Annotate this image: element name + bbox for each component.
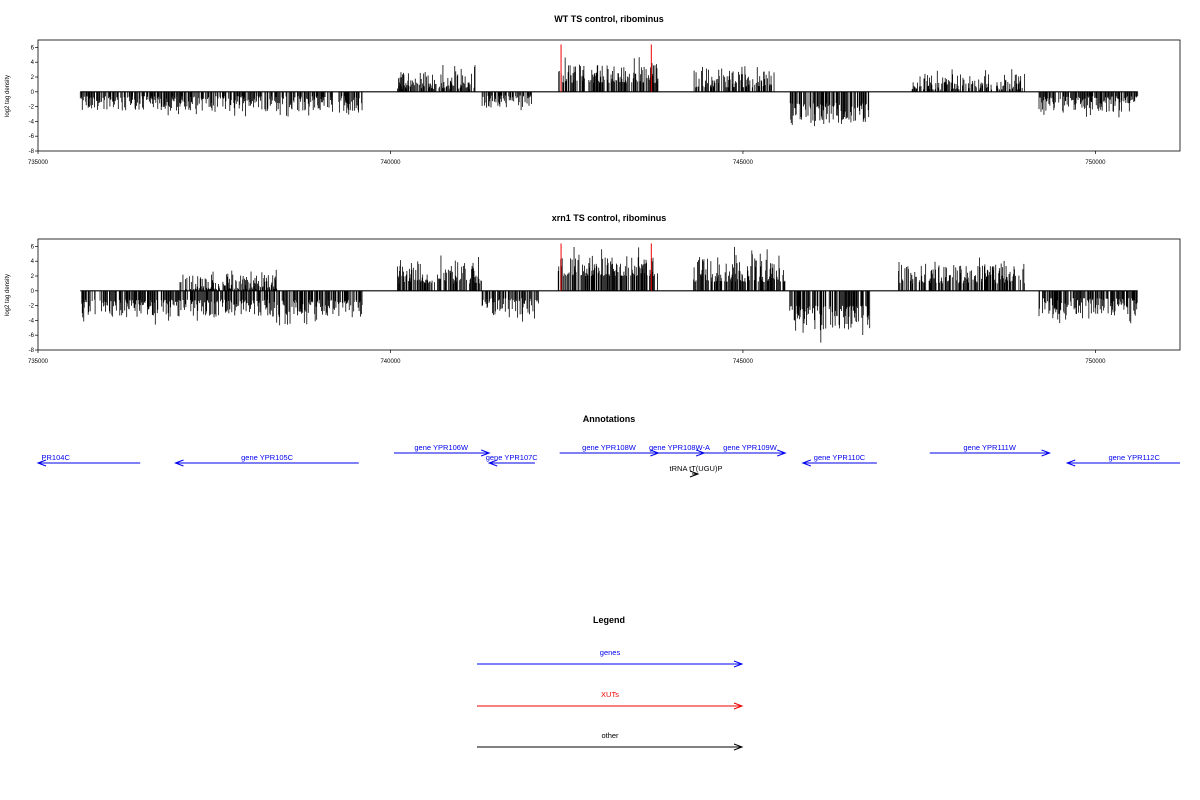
y-axis: 6 4 2 0 -2 -4 -6 -8 [29, 244, 38, 354]
feature-label: gene YPR109W [723, 443, 778, 452]
xut-markers [560, 44, 652, 92]
panel-title: xrn1 TS control, ribominus [552, 213, 667, 223]
x-tick-label: 750000 [1085, 160, 1106, 166]
feature-arrowhead [689, 470, 700, 478]
feature-label: tRNA tT(UGU)P [670, 464, 723, 473]
y-tick-label: 6 [31, 244, 35, 250]
y-tick-label: 4 [31, 60, 35, 66]
x-tick-label: 750000 [1085, 359, 1106, 365]
x-tick-label: 745000 [733, 359, 754, 365]
y-tick-label: 4 [31, 259, 35, 265]
plot-frame [37, 238, 1181, 351]
feature-label: gene YPR105C [241, 453, 294, 462]
legend-arrowhead [733, 702, 744, 710]
feature-arrowhead [36, 459, 47, 467]
feature-label: gene YPR108W-A [649, 443, 710, 452]
feature-label: gene YPR110C [814, 453, 866, 462]
y-tick-label: -6 [29, 333, 35, 339]
feature-arrowhead [487, 459, 498, 467]
xrn1-density-panel: xrn1 TS control, ribominus log2 tag dens… [5, 213, 1181, 365]
x-tick-label: 735000 [28, 359, 49, 365]
x-tick-label: 740000 [380, 359, 401, 365]
feature-label: gene YPR112C [1108, 453, 1160, 462]
y-tick-label: -2 [29, 105, 35, 111]
legend: Legend genes XUTs other [477, 615, 744, 751]
y-tick-label: -8 [29, 348, 35, 354]
feature-label: gene YPR106W [414, 443, 469, 452]
y-tick-label: 6 [31, 45, 35, 51]
feature-arrowhead [801, 459, 812, 467]
legend-label: XUTs [601, 690, 619, 699]
feature-label: gene YPR111W [963, 443, 1016, 452]
density-bars [79, 57, 1139, 127]
legend-label: genes [600, 648, 621, 657]
plot-frame [37, 39, 1181, 152]
y-tick-label: -4 [29, 119, 35, 125]
x-tick-label: 745000 [733, 160, 754, 166]
feature-arrowhead [1065, 459, 1076, 467]
y-tick-label: 0 [31, 90, 35, 96]
xut-markers [560, 243, 652, 291]
y-tick-label: 0 [31, 289, 35, 295]
feature-label: gene YPR108W [582, 443, 637, 452]
feature-label: gene YPR107C [486, 453, 539, 462]
density-bars [80, 246, 1138, 343]
feature-arrowhead [174, 459, 184, 467]
legend-label: other [601, 731, 619, 740]
feature-arrowhead [480, 449, 491, 457]
panel-title: WT TS control, ribominus [554, 14, 664, 24]
y-axis-label: log2 tag density [5, 75, 11, 117]
feature-label: PR104C [42, 453, 71, 462]
y-axis: 6 4 2 0 -2 -4 -6 -8 [29, 45, 38, 155]
annotations-track: Annotations PR104C gene YPR105C gene YPR10… [36, 414, 1180, 478]
annotation-features: PR104C gene YPR105C gene YPR106W gene YPR10… [36, 443, 1180, 478]
y-tick-label: -6 [29, 134, 35, 140]
y-tick-label: 2 [31, 75, 35, 81]
legend-arrowhead [733, 660, 744, 668]
feature-arrowhead [1041, 449, 1052, 457]
x-axis: 735000 740000 745000 750000 [28, 350, 1106, 365]
y-tick-label: -2 [29, 304, 35, 310]
x-axis: 735000 740000 745000 750000 [28, 151, 1106, 166]
legend-title: Legend [593, 615, 625, 625]
wt-density-panel: WT TS control, ribominus log2 tag densit… [5, 14, 1181, 166]
x-tick-label: 740000 [380, 160, 401, 166]
legend-items: genes XUTs other [477, 648, 744, 751]
y-tick-label: -4 [29, 318, 35, 324]
y-tick-label: -8 [29, 149, 35, 155]
x-tick-label: 735000 [28, 160, 49, 166]
y-tick-label: 2 [31, 274, 35, 280]
y-axis-label: log2 tag density [5, 274, 11, 316]
feature-arrowhead [777, 449, 787, 457]
legend-arrowhead [733, 743, 744, 751]
annotations-title: Annotations [583, 414, 636, 424]
